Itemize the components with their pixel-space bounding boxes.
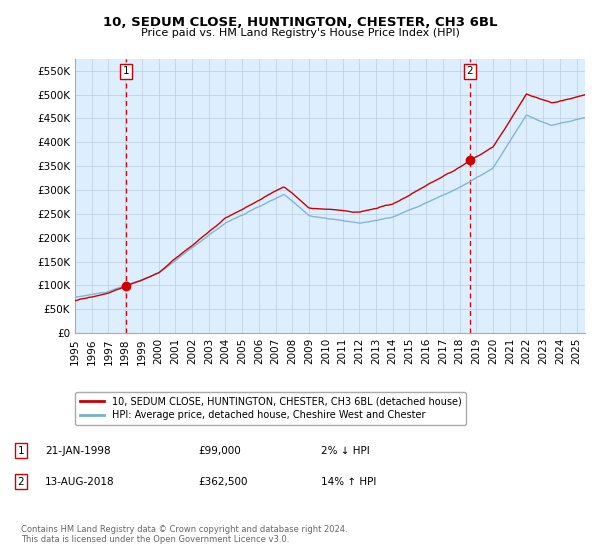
- Legend: 10, SEDUM CLOSE, HUNTINGTON, CHESTER, CH3 6BL (detached house), HPI: Average pri: 10, SEDUM CLOSE, HUNTINGTON, CHESTER, CH…: [75, 391, 466, 425]
- Text: 1: 1: [123, 66, 130, 76]
- Text: 2: 2: [17, 477, 25, 487]
- Text: Price paid vs. HM Land Registry's House Price Index (HPI): Price paid vs. HM Land Registry's House …: [140, 28, 460, 38]
- Text: £99,000: £99,000: [198, 446, 241, 456]
- Text: 13-AUG-2018: 13-AUG-2018: [45, 477, 115, 487]
- Text: 1: 1: [17, 446, 25, 456]
- Text: Contains HM Land Registry data © Crown copyright and database right 2024.
This d: Contains HM Land Registry data © Crown c…: [21, 525, 347, 544]
- Text: £362,500: £362,500: [198, 477, 248, 487]
- Text: 2% ↓ HPI: 2% ↓ HPI: [321, 446, 370, 456]
- Text: 2: 2: [467, 66, 473, 76]
- Text: 10, SEDUM CLOSE, HUNTINGTON, CHESTER, CH3 6BL: 10, SEDUM CLOSE, HUNTINGTON, CHESTER, CH…: [103, 16, 497, 29]
- Text: 14% ↑ HPI: 14% ↑ HPI: [321, 477, 376, 487]
- Text: 21-JAN-1998: 21-JAN-1998: [45, 446, 110, 456]
